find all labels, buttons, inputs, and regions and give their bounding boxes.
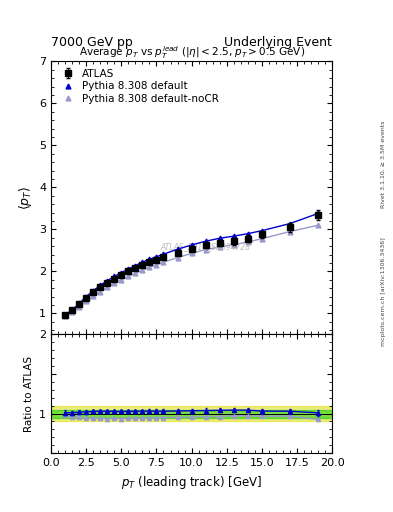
Pythia 8.308 default [175, 246, 180, 252]
Y-axis label: $\langle p_T \rangle$: $\langle p_T \rangle$ [17, 186, 33, 210]
Text: Underlying Event: Underlying Event [224, 36, 332, 49]
Pythia 8.308 default [161, 251, 166, 258]
Text: Rivet 3.1.10, ≥ 3.5M events: Rivet 3.1.10, ≥ 3.5M events [381, 120, 386, 207]
Pythia 8.308 default-noCR [140, 267, 145, 273]
Pythia 8.308 default [140, 259, 145, 265]
Pythia 8.308 default-noCR [231, 242, 236, 248]
Pythia 8.308 default [154, 253, 159, 260]
Pythia 8.308 default-noCR [98, 289, 103, 295]
Pythia 8.308 default-noCR [245, 239, 250, 245]
Pythia 8.308 default [77, 300, 82, 306]
Pythia 8.308 default [84, 293, 88, 300]
Pythia 8.308 default [316, 210, 320, 217]
Pythia 8.308 default-noCR [91, 293, 95, 300]
Pythia 8.308 default [133, 263, 138, 269]
Text: ATLAS_2010_S8894728: ATLAS_2010_S8894728 [161, 243, 251, 251]
Pythia 8.308 default [189, 242, 194, 248]
Pythia 8.308 default [245, 230, 250, 237]
Pythia 8.308 default-noCR [154, 262, 159, 268]
Pythia 8.308 default [105, 278, 110, 284]
Pythia 8.308 default [217, 235, 222, 241]
Pythia 8.308 default-noCR [77, 304, 82, 310]
Title: Average $p_T$ vs $p_T^{lead}$ ($|\eta| < 2.5$, $p_T > 0.5$ GeV): Average $p_T$ vs $p_T^{lead}$ ($|\eta| <… [79, 45, 305, 61]
Line: Pythia 8.308 default: Pythia 8.308 default [63, 211, 320, 317]
Pythia 8.308 default [98, 282, 103, 288]
Pythia 8.308 default [147, 256, 152, 262]
Pythia 8.308 default-noCR [203, 246, 208, 252]
X-axis label: $p_T$ (leading track) [GeV]: $p_T$ (leading track) [GeV] [121, 474, 262, 490]
Pythia 8.308 default [288, 221, 292, 227]
Pythia 8.308 default-noCR [316, 222, 320, 228]
Pythia 8.308 default [119, 270, 124, 276]
Pythia 8.308 default [126, 266, 131, 272]
Pythia 8.308 default [231, 233, 236, 239]
Pythia 8.308 default-noCR [217, 244, 222, 250]
Pythia 8.308 default-noCR [112, 280, 117, 286]
Text: mcplots.cern.ch [arXiv:1306.3436]: mcplots.cern.ch [arXiv:1306.3436] [381, 238, 386, 346]
Pythia 8.308 default-noCR [105, 284, 110, 290]
Pythia 8.308 default [63, 312, 68, 318]
Pythia 8.308 default-noCR [133, 270, 138, 276]
Bar [51, 410, 332, 417]
Pythia 8.308 default-noCR [189, 250, 194, 257]
Pythia 8.308 default-noCR [175, 254, 180, 261]
Pythia 8.308 default-noCR [126, 273, 131, 280]
Pythia 8.308 default-noCR [288, 228, 292, 234]
Pythia 8.308 default-noCR [119, 277, 124, 283]
Pythia 8.308 default-noCR [70, 309, 75, 315]
Pythia 8.308 default [70, 307, 75, 313]
Pythia 8.308 default [203, 238, 208, 244]
Pythia 8.308 default [91, 288, 95, 294]
Y-axis label: Ratio to ATLAS: Ratio to ATLAS [24, 356, 33, 432]
Pythia 8.308 default-noCR [147, 264, 152, 270]
Pythia 8.308 default-noCR [63, 313, 68, 319]
Pythia 8.308 default [112, 273, 117, 280]
Pythia 8.308 default-noCR [84, 298, 88, 304]
Legend: ATLAS, Pythia 8.308 default, Pythia 8.308 default-noCR: ATLAS, Pythia 8.308 default, Pythia 8.30… [56, 67, 221, 106]
Bar [51, 406, 332, 421]
Pythia 8.308 default-noCR [161, 259, 166, 265]
Pythia 8.308 default [259, 228, 264, 234]
Text: 7000 GeV pp: 7000 GeV pp [51, 36, 133, 49]
Pythia 8.308 default-noCR [259, 236, 264, 242]
Line: Pythia 8.308 default-noCR: Pythia 8.308 default-noCR [63, 223, 320, 318]
